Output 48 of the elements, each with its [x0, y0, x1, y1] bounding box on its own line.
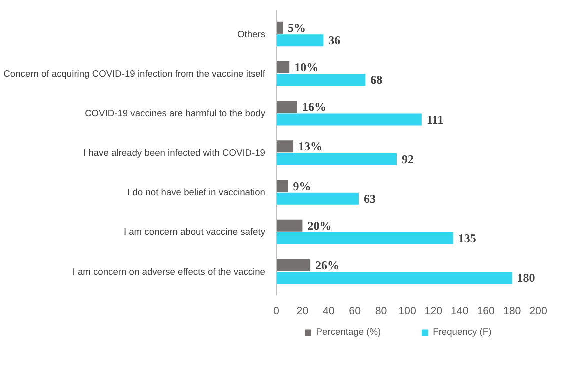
- data-label: 92: [402, 152, 414, 166]
- data-label: 63: [364, 192, 376, 206]
- x-tick-label: 140: [451, 306, 469, 318]
- bar: [276, 101, 298, 114]
- bar: [276, 220, 303, 232]
- bar: [276, 272, 512, 284]
- x-tick-label: 60: [349, 306, 362, 318]
- x-tick-label: 40: [322, 306, 335, 318]
- y-tick-label: I am concern about vaccine safety: [124, 227, 266, 238]
- data-label: 16%: [302, 100, 326, 114]
- bar: [276, 153, 398, 166]
- x-tick-label: 0: [274, 306, 280, 318]
- data-label: 111: [426, 112, 444, 127]
- data-label: 26%: [316, 258, 340, 272]
- data-label: 13%: [298, 140, 323, 154]
- bar: [276, 114, 422, 126]
- x-tick-label: 100: [398, 306, 416, 318]
- bar: [276, 259, 311, 272]
- bar: [276, 61, 290, 74]
- y-tick-label: Others: [238, 29, 266, 40]
- data-label: 5%: [288, 20, 306, 35]
- data-label: 68: [370, 73, 383, 88]
- x-tick-label: 200: [530, 306, 548, 318]
- data-label: 180: [517, 271, 536, 286]
- x-tick-label: 120: [424, 306, 443, 318]
- bar: [276, 180, 288, 192]
- y-tick-label: I do not have belief in vaccination: [128, 188, 266, 198]
- bar: [276, 34, 324, 47]
- x-tick-label: 160: [477, 306, 496, 318]
- data-label: 36: [328, 34, 341, 48]
- bar: [276, 140, 294, 153]
- legend-label: Percentage (%): [316, 327, 382, 337]
- bar: [276, 22, 284, 34]
- bar: [276, 232, 454, 245]
- y-tick-label: I am concern on adverse effects of the vaccine: [72, 266, 266, 277]
- data-label: 9%: [293, 179, 312, 194]
- bar: [276, 74, 366, 86]
- x-tick-label: 80: [375, 306, 388, 318]
- y-tick-label: Concern of acquiring COVID-19 infection from the vaccine itself: [4, 68, 266, 79]
- data-label: 135: [458, 232, 476, 246]
- data-label: 10%: [294, 60, 319, 74]
- data-label: 20%: [308, 218, 332, 233]
- x-tick-label: 20: [296, 306, 309, 318]
- x-tick-label: 180: [503, 306, 522, 318]
- y-tick-label: I have already been infected with COVID-19: [84, 148, 266, 158]
- legend-label: Frequency (F): [433, 327, 492, 337]
- bar: [276, 192, 360, 205]
- y-tick-label: COVID-19 vaccines are harmful to the body: [85, 108, 266, 118]
